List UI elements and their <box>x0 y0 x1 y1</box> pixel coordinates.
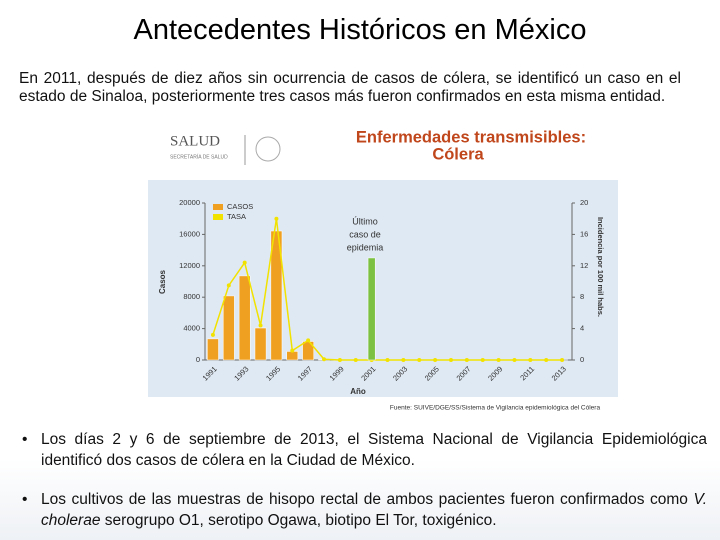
slide-title: Antecedentes Históricos en México <box>133 14 587 46</box>
bullet: Los cultivos de las muestras de hisopo r… <box>22 489 707 531</box>
emblem <box>255 136 281 162</box>
paragraph: En 2011, después de diez años sin ocurre… <box>19 70 681 105</box>
rate-point <box>322 357 327 362</box>
species-name: V. cholerae <box>41 491 707 529</box>
y-tick-label: 8000 <box>183 292 200 301</box>
logo: SALUD <box>170 133 220 149</box>
rate-point <box>560 358 565 362</box>
y2-axis-label: Incidencia por 100 mil habs. <box>596 217 605 317</box>
annotation: Último <box>352 216 378 226</box>
y-tick-label: 16000 <box>179 229 200 238</box>
bullet: Los días 2 y 6 de septiembre de 2013, el… <box>22 429 707 471</box>
y2-tick-label: 8 <box>580 292 584 301</box>
bar <box>367 257 376 361</box>
legend-swatch <box>213 204 223 210</box>
chart-title: Enfermedades transmisibles: <box>356 128 586 146</box>
rate-point <box>480 358 485 362</box>
bullet-text: Los días 2 y 6 de septiembre de 2013, el… <box>41 431 707 469</box>
source: Fuente: SUIVE/DGE/SS/Sistema de Vigilanc… <box>390 405 601 412</box>
x-axis-label: Año <box>350 387 366 396</box>
legend-label: CASOS <box>227 202 253 211</box>
y-tick-label: 20000 <box>179 198 200 207</box>
y-tick-label: 0 <box>196 355 200 364</box>
y2-tick-label: 16 <box>580 229 588 238</box>
y-tick-label: 12000 <box>179 261 200 270</box>
bar <box>223 295 235 361</box>
rate-point <box>274 216 279 221</box>
rate-point <box>242 260 247 265</box>
legend-label: TASA <box>227 212 246 221</box>
annotation: caso de <box>349 229 381 239</box>
rate-point <box>448 358 453 362</box>
bar <box>207 338 219 361</box>
plot-bg <box>148 180 618 397</box>
rate-point <box>401 358 406 362</box>
chart-title: Cólera <box>432 145 484 163</box>
rate-point <box>226 283 231 288</box>
chart-image: SALUD SECRETARÍA DE SALUD Enfermedades t… <box>148 127 618 418</box>
bar <box>238 275 251 361</box>
bullet-text: Los cultivos de las muestras de hisopo r… <box>41 491 694 508</box>
rate-point <box>464 358 469 362</box>
y2-tick-label: 20 <box>580 198 588 207</box>
rate-point <box>306 338 311 343</box>
rate-point <box>258 323 263 328</box>
rate-point <box>353 358 358 362</box>
bar <box>254 327 267 361</box>
rate-point <box>433 358 438 362</box>
rate-point <box>210 332 215 337</box>
rate-point <box>337 358 342 362</box>
y2-tick-label: 4 <box>580 324 584 333</box>
y2-tick-label: 0 <box>580 355 584 364</box>
rate-point <box>417 358 422 362</box>
rate-point <box>496 358 501 362</box>
bar <box>270 230 283 361</box>
rate-point <box>528 358 533 362</box>
bar <box>286 351 299 361</box>
legend-swatch <box>213 214 223 220</box>
rate-point <box>544 358 549 362</box>
annotation: epidemia <box>347 242 384 252</box>
bullet-text: serogrupo O1, serotipo Ogawa, biotipo El… <box>100 512 497 529</box>
rate-point <box>512 358 517 362</box>
y2-tick-label: 12 <box>580 261 588 270</box>
rate-point <box>385 358 390 362</box>
y-tick-label: 4000 <box>183 324 200 333</box>
rate-point <box>290 348 295 353</box>
y-axis-label: Casos <box>158 269 167 294</box>
logo-subtitle: SECRETARÍA DE SALUD <box>170 153 228 160</box>
